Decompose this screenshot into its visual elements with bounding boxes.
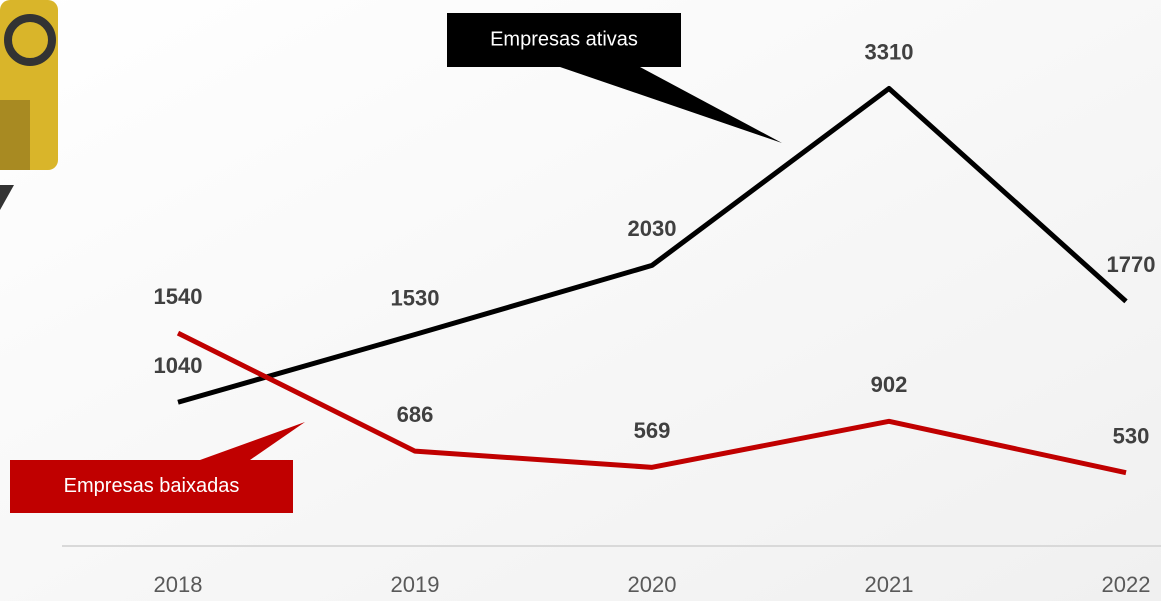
x-tick-label: 2021: [865, 572, 914, 597]
callout-box: [447, 13, 681, 67]
x-tick-label: 2020: [628, 572, 677, 597]
data-label: 530: [1113, 424, 1150, 449]
x-tick-label: 2022: [1102, 572, 1151, 597]
data-label: 569: [634, 418, 671, 443]
data-label: 1540: [154, 284, 203, 309]
callout-box: [10, 460, 293, 513]
callout-pointer: [560, 67, 782, 143]
data-label: 1770: [1107, 252, 1156, 277]
data-label: 2030: [628, 216, 677, 241]
legend-label: Empresas ativas: [490, 28, 638, 50]
decorative-tool: [0, 0, 58, 210]
series-line: [176, 330, 1127, 476]
legend-label: Empresas baixadas: [64, 475, 240, 497]
series-line: [177, 85, 1128, 405]
data-label: 1040: [154, 353, 203, 378]
data-label: 902: [871, 372, 908, 397]
x-tick-label: 2018: [154, 572, 203, 597]
data-label: 686: [397, 402, 434, 427]
data-label: 3310: [865, 39, 914, 64]
callout-pointer: [200, 422, 305, 460]
data-label: 1530: [391, 285, 440, 310]
x-tick-label: 2019: [391, 572, 440, 597]
